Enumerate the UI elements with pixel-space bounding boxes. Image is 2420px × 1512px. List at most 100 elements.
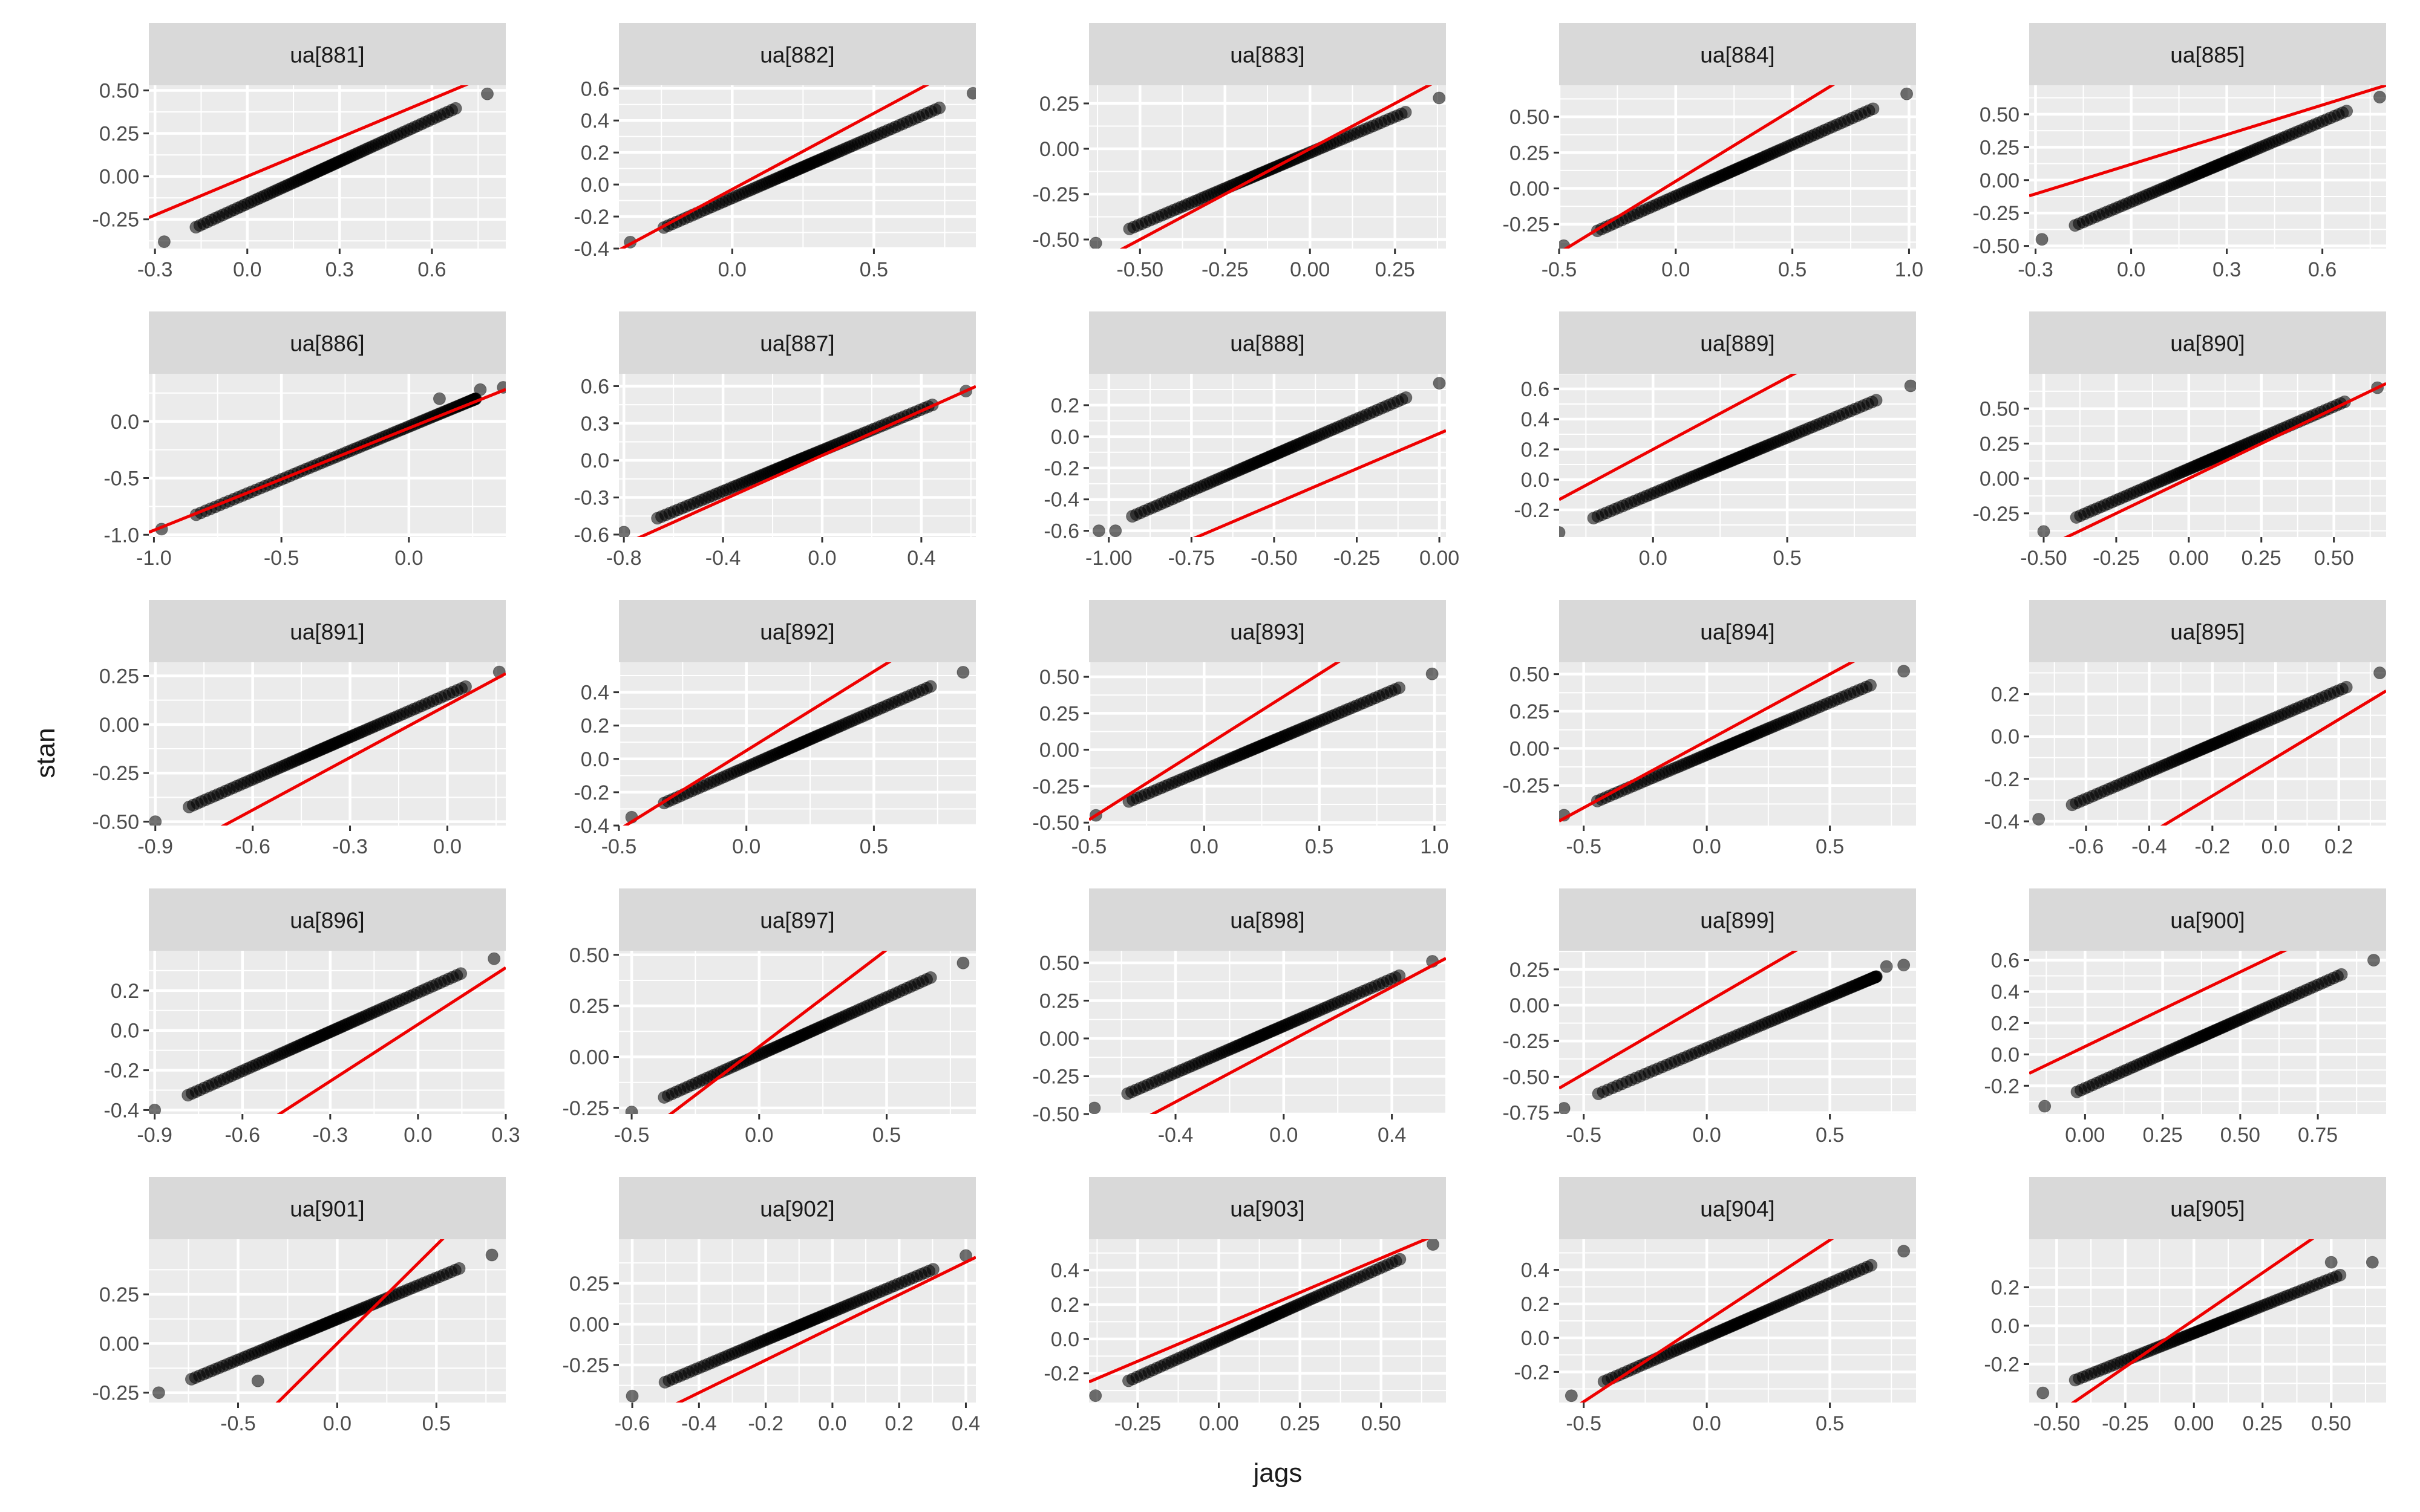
facet-strip [2029, 23, 2386, 85]
facet-strip [619, 888, 976, 951]
x-tick-label: -0.6 [224, 1124, 260, 1147]
qq-point [157, 235, 171, 249]
x-tick-label: -1.0 [136, 547, 172, 570]
facet-title: ua[887] [760, 331, 834, 356]
reference-line [675, 1256, 976, 1403]
qq-point [2373, 666, 2386, 680]
x-tick-label: 0.00 [2174, 1412, 2214, 1435]
y-tick-label: 0.00 [1980, 169, 2019, 192]
reference-line [149, 85, 469, 220]
x-tick-label: -0.4 [681, 1412, 717, 1435]
facet-title: ua[904] [1700, 1197, 1774, 1222]
qq-point [1559, 526, 1566, 537]
qq-point [1897, 959, 1911, 972]
qq-point [625, 1106, 638, 1114]
y-tick-label: 0.4 [581, 682, 609, 705]
x-tick-label: -0.3 [332, 835, 368, 858]
gridlines [2029, 374, 2386, 537]
facet-title: ua[885] [2170, 43, 2245, 68]
qq-point [2324, 1256, 2338, 1269]
reference-line [1119, 85, 1433, 249]
y-tick-label: 0.00 [1509, 994, 1549, 1017]
facet-title: ua[903] [1230, 1197, 1304, 1222]
facet-strip [1089, 311, 1446, 374]
qq-point [1092, 524, 1105, 537]
facet-panel: ua[882] 0.0 0.5 -0.4 -0.2 0.0 0.2 0.4 0.6 [574, 23, 976, 281]
facet-strip [1089, 888, 1446, 951]
y-tick-label: -0.4 [574, 815, 609, 838]
x-tick-label: -0.5 [601, 835, 637, 858]
y-tick-label: 0.25 [99, 1283, 139, 1306]
y-tick-label: 0.2 [581, 142, 609, 165]
x-tick-label: -0.50 [1117, 258, 1164, 281]
facet-panel: ua[890]-0.50 -0.25 0.00 0.25 0.50-0.250.000.… [1973, 311, 2386, 570]
x-tick-label: -0.3 [137, 258, 173, 281]
qq-point [1897, 1245, 1911, 1258]
facet-panels: ua[881]-0.3 0.0 0.3 0.6-0.250.000.250.50ua[… [93, 23, 2386, 1435]
y-tick-label: -0.2 [1984, 768, 2019, 791]
reference-line [2063, 382, 2386, 537]
x-tick-label: -0.5 [1566, 1412, 1601, 1435]
facet-strip [2029, 600, 2386, 662]
x-tick-label: 0.0 [2117, 258, 2145, 281]
x-tick-label: 0.0 [718, 258, 747, 281]
y-tick-label: 0.0 [1521, 1327, 1549, 1350]
x-tick-label: 0.0 [433, 835, 462, 858]
facet-title: ua[895] [2170, 620, 2245, 645]
qq-point [1866, 102, 1880, 116]
qq-point [152, 1386, 165, 1400]
y-tick-label: 0.4 [1051, 1259, 1079, 1282]
y-tick-label: 0.25 [569, 1272, 609, 1295]
qq-point [480, 87, 494, 100]
x-tick-label: -0.25 [1202, 258, 1249, 281]
y-tick-label: 0.6 [1991, 950, 2019, 973]
facet-title: ua[897] [760, 908, 834, 933]
facet-strip [1089, 600, 1446, 662]
x-tick-label: -0.50 [2020, 547, 2067, 570]
gridlines [2029, 85, 2386, 249]
y-tick-label: 0.50 [1509, 106, 1549, 129]
y-tick-label: -0.25 [93, 1382, 140, 1405]
y-tick-label: 0.50 [1509, 663, 1549, 686]
facet-panel: ua[899] -0.5 0.0 0.5 -0.75 -0.50 -0.25 0.00 0.25 [1503, 888, 1916, 1147]
qq-points [2032, 666, 2386, 826]
qq-point [1904, 379, 1916, 393]
facet-strip [619, 23, 976, 85]
facet-title: ua[891] [290, 620, 364, 645]
qq-points [625, 666, 970, 824]
y-tick-label: 0.4 [1991, 981, 2019, 1004]
qq-point [1433, 377, 1446, 390]
qq-point [2333, 1268, 2347, 1282]
x-tick-label: -0.3 [313, 1124, 348, 1147]
gridlines [1559, 951, 1916, 1114]
reference-line [668, 951, 888, 1114]
qq-point [1109, 524, 1122, 537]
y-tick-label: 0.0 [1991, 1043, 2019, 1066]
facet-panel: ua[884] -0.5 0.0 0.5 1.0 -0.25 0.00 0.25 0.50 [1503, 23, 1923, 281]
y-tick-label: -0.2 [1514, 499, 1549, 522]
y-tick-label: -0.2 [1514, 1361, 1549, 1384]
reference-line [220, 672, 506, 826]
qq-point [1393, 681, 1406, 694]
y-tick-label: -0.50 [1033, 812, 1080, 835]
x-tick-label: 0.0 [233, 258, 261, 281]
qq-point [2036, 1386, 2050, 1400]
y-tick-label: 0.2 [1521, 438, 1549, 461]
facet-strip [2029, 1177, 2386, 1239]
gridlines [619, 85, 976, 249]
x-tick-label: 0.4 [1378, 1124, 1406, 1147]
y-tick-label: -0.2 [1044, 457, 1079, 480]
reference-line [2160, 689, 2386, 826]
facet-panel: ua[881] -0.3 0.0 0.3 0.6 -0.25 0.00 0.25 0.50 [93, 23, 506, 281]
y-tick-label: -0.25 [93, 209, 140, 232]
x-tick-label: 0.00 [1290, 258, 1330, 281]
qq-point [924, 680, 937, 693]
y-tick-label: -0.25 [1033, 183, 1080, 206]
x-tick-label: 0.0 [2261, 835, 2290, 858]
reference-line [149, 388, 506, 534]
y-tick-label: -0.6 [1044, 520, 1079, 543]
qq-points [626, 1249, 972, 1403]
facet-title: ua[899] [1700, 908, 1774, 933]
x-tick-label: -0.3 [2018, 258, 2053, 281]
reference-line [1559, 662, 1855, 823]
